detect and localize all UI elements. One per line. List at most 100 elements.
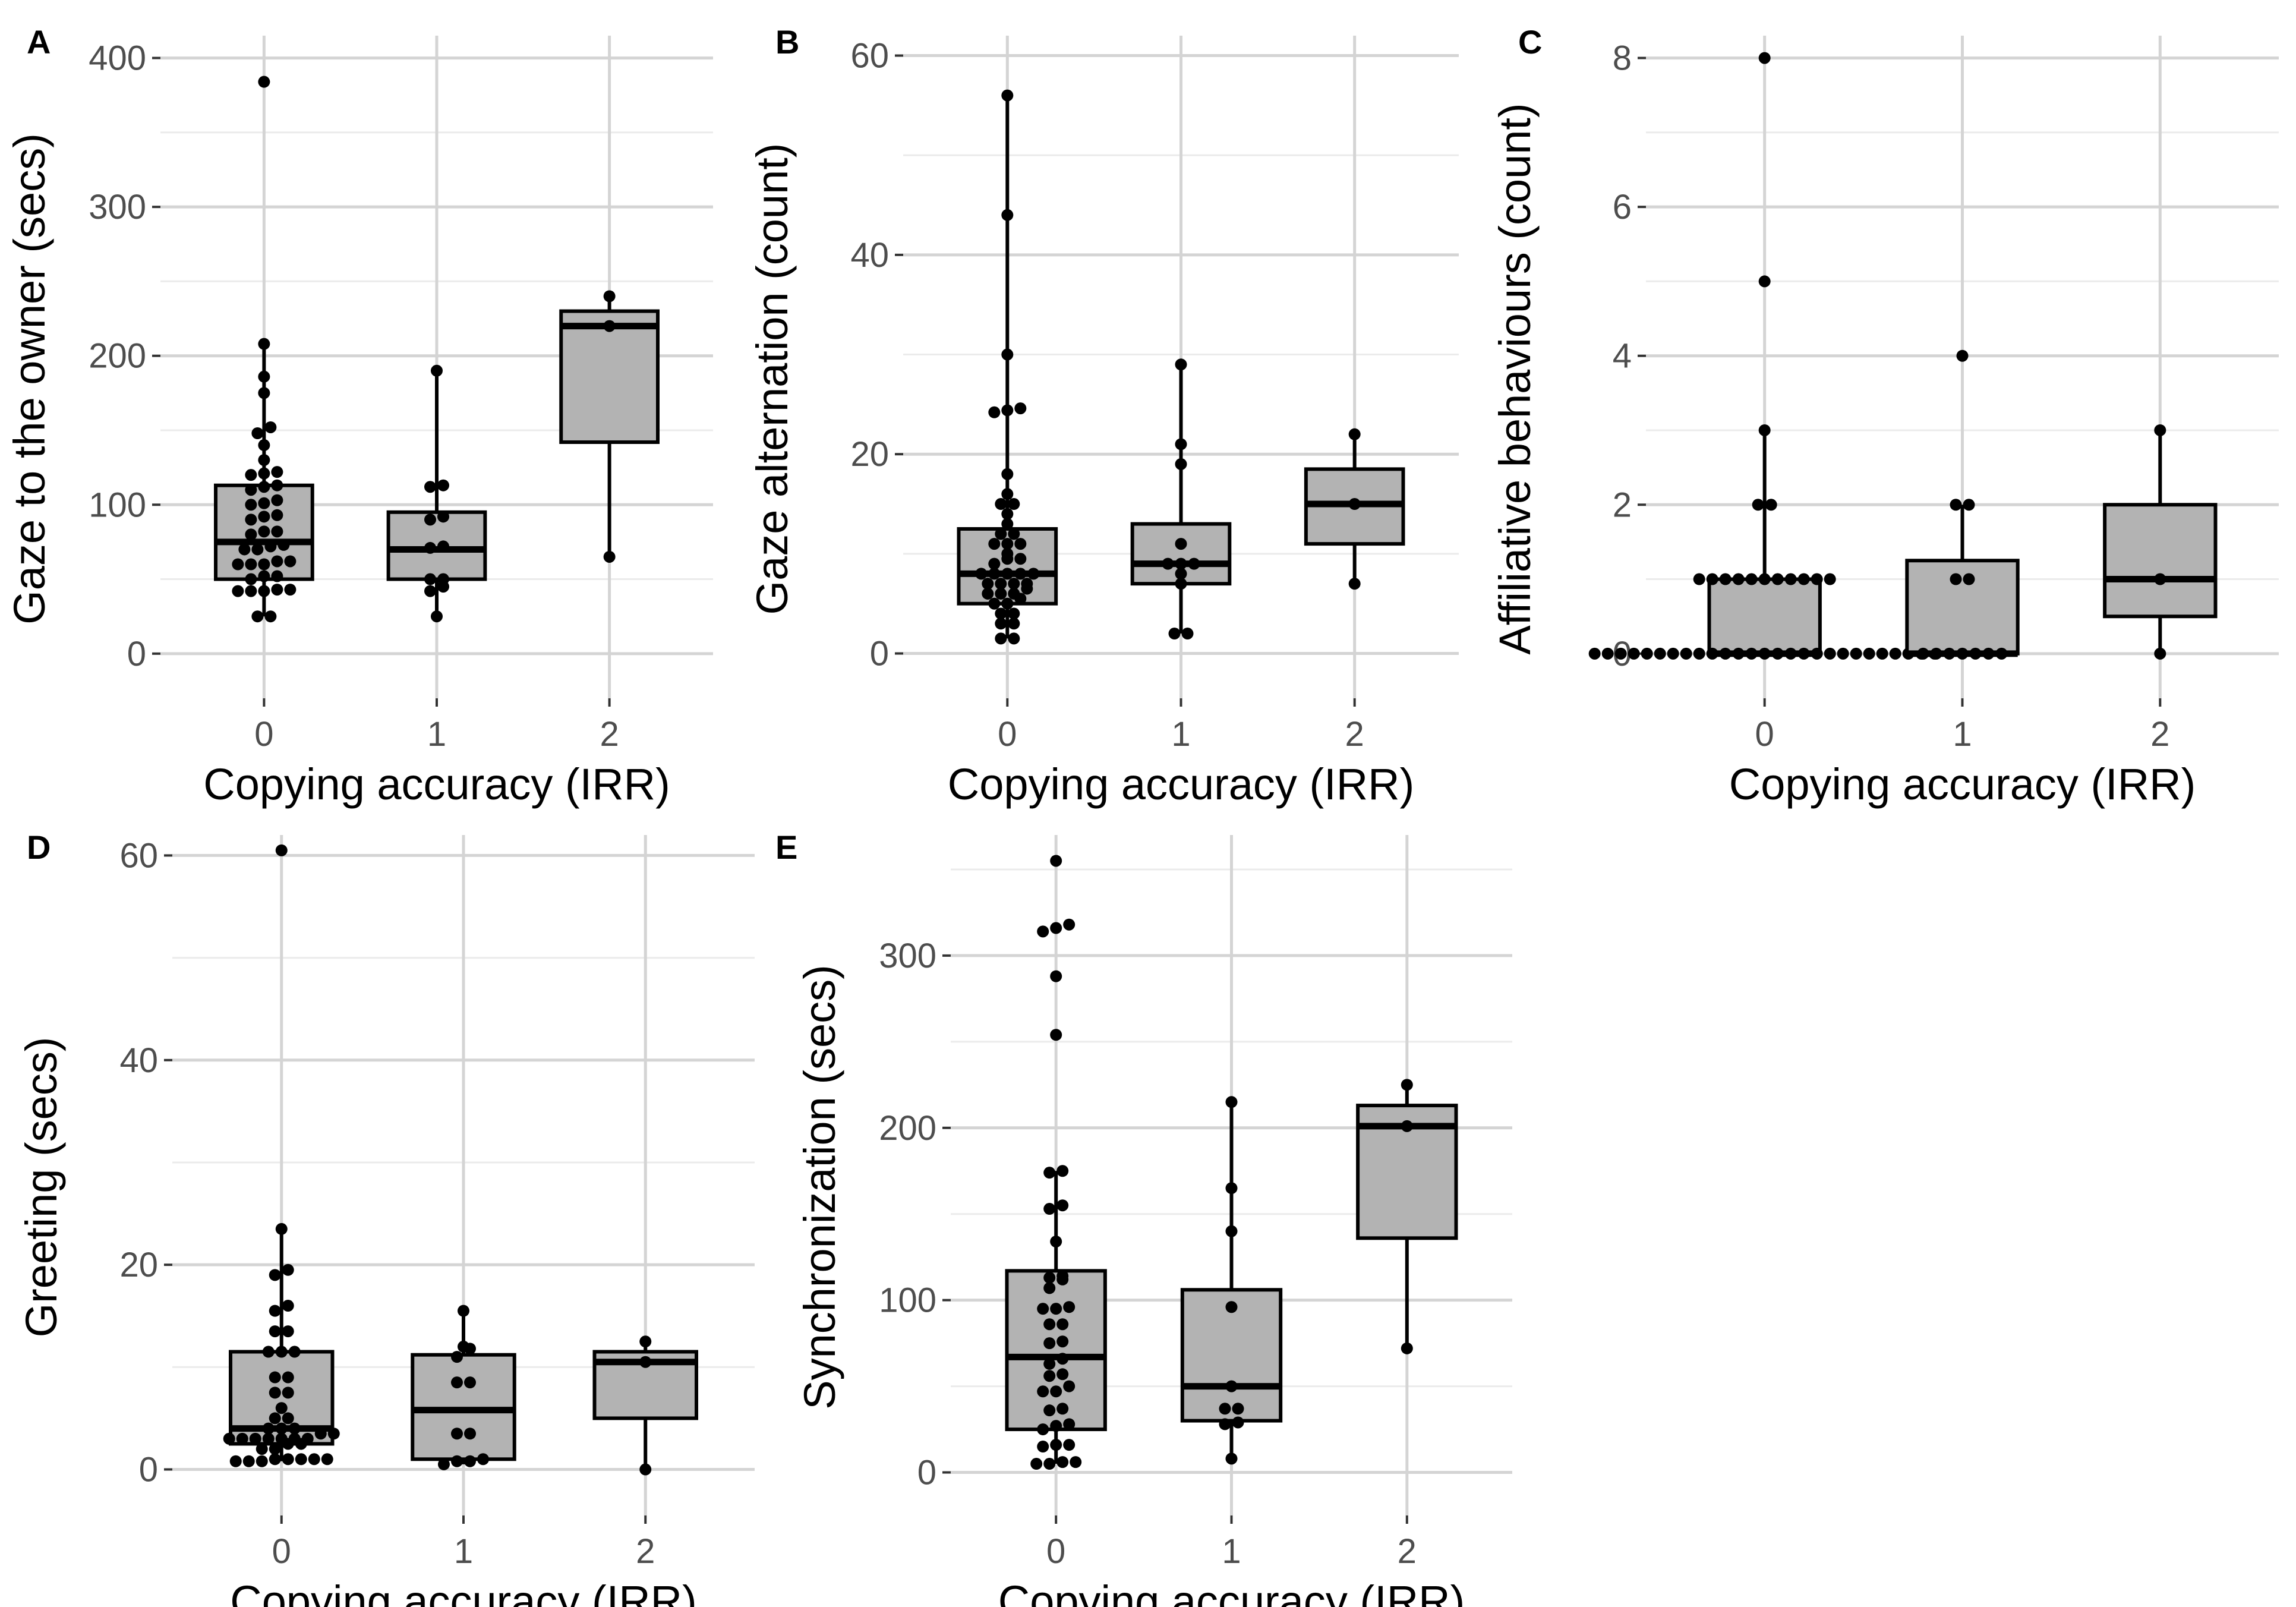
data-point [1175,458,1187,470]
data-point [301,1432,314,1445]
data-point [1001,348,1014,361]
data-point [1693,573,1705,585]
data-point [284,555,297,568]
x-tick-label: 1 [1953,715,1972,754]
data-point [1001,404,1014,417]
data-point [431,364,443,377]
data-point [1765,499,1777,511]
data-point [1056,1165,1069,1177]
data-point [258,439,270,452]
y-tick-label: 0 [139,1451,158,1489]
data-point [1008,498,1020,511]
data-point [437,479,449,491]
data-point [1811,647,1823,660]
data-point [1056,1353,1069,1365]
data-point [269,1443,281,1455]
data-point [1837,647,1849,660]
y-axis-label: Gaze alternation (count) [748,143,797,615]
data-point [223,1432,235,1445]
x-tick-label: 0 [998,715,1017,754]
data-point [995,632,1007,645]
data-point [282,1325,294,1338]
box-2 [1304,428,1405,590]
data-point [1641,647,1653,660]
data-point [458,1340,469,1353]
data-point [327,1428,340,1440]
data-point [1037,1423,1049,1436]
data-point [232,558,244,571]
data-point [1063,1418,1076,1430]
data-point [1601,647,1614,660]
data-point [1963,499,1975,511]
box-1 [1180,1096,1283,1465]
data-point [424,541,436,554]
data-point [995,587,1007,600]
data-point [238,543,251,556]
box-iqr [2103,503,2218,619]
data-point [282,1412,294,1425]
y-axis-label: Affiliative behaviours (count) [1490,103,1540,654]
data-point [321,1453,333,1466]
data-point [1008,528,1020,540]
data-point [1797,573,1810,585]
data-point [1188,557,1200,570]
data-point [1037,1441,1049,1453]
data-point [264,421,277,433]
data-point [1719,647,1732,660]
data-point [258,585,270,597]
data-point [1008,578,1020,590]
data-point [1758,275,1771,288]
data-point [271,555,283,568]
data-point [1225,1380,1238,1392]
data-point [1181,628,1194,640]
data-point [1401,1079,1413,1091]
panel-c: 02468012Copying accuracy (IRR)Affiliativ… [1490,23,2279,809]
data-point [1732,573,1745,585]
data-point [1001,547,1014,560]
data-point [1043,1282,1056,1294]
data-point [1995,647,2008,660]
data-point [1001,518,1014,530]
data-point [1175,578,1187,590]
box-0 [1588,52,1941,660]
data-point [1771,573,1784,585]
data-point [1056,1403,1069,1415]
data-point [464,1428,476,1440]
data-point [256,1455,268,1467]
data-point [275,1402,288,1414]
data-point [1043,1458,1056,1470]
data-point [236,1432,248,1445]
data-point [282,1371,294,1384]
data-point [1219,1403,1231,1415]
data-point [438,1458,450,1470]
data-point [2154,573,2166,585]
data-point [282,1263,294,1276]
panel-label: B [775,23,799,61]
data-point [1225,1182,1238,1195]
data-point [1863,647,1875,660]
x-tick-label: 2 [2150,715,2169,754]
y-tick-label: 6 [1613,188,1632,226]
data-point [975,568,988,580]
data-point [1001,89,1014,102]
x-tick-label: 0 [272,1532,291,1571]
data-point [1225,1301,1238,1313]
y-tick-label: 200 [879,1109,936,1148]
box-iqr [559,309,660,445]
data-point [229,1455,242,1467]
box-iqr [1707,577,1822,656]
data-point [288,1432,301,1445]
data-point [1037,1385,1049,1398]
box-0 [223,844,340,1467]
data-point [277,538,290,551]
data-point [251,427,264,439]
data-point [1784,647,1797,660]
data-point [232,585,244,597]
data-point [1628,647,1640,660]
data-point [1232,1416,1244,1429]
data-point [451,1376,463,1389]
data-point [1030,1458,1043,1470]
box-0 [1005,855,1107,1470]
data-point [982,578,994,590]
data-point [288,1346,301,1358]
